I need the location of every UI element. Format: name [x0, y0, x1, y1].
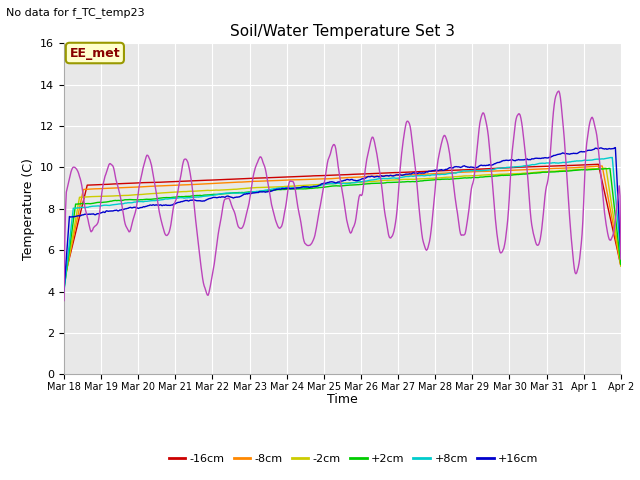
Y-axis label: Temperature (C): Temperature (C): [22, 158, 35, 260]
Title: Soil/Water Temperature Set 3: Soil/Water Temperature Set 3: [230, 24, 455, 39]
Text: No data for f_TC_temp23: No data for f_TC_temp23: [6, 7, 145, 18]
Legend: +64cm: +64cm: [124, 476, 194, 480]
X-axis label: Time: Time: [327, 394, 358, 407]
Text: EE_met: EE_met: [70, 47, 120, 60]
